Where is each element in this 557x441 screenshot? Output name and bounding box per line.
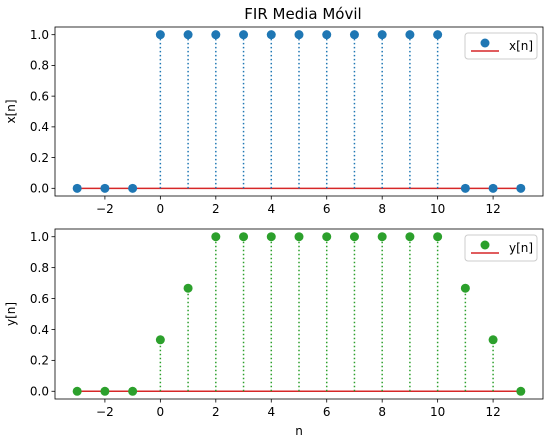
stem-marker	[377, 232, 387, 242]
y-tick-label: 0.6	[30, 292, 49, 306]
stem-marker	[516, 386, 526, 396]
axes-frame	[54, 228, 544, 400]
stem-marker	[239, 232, 249, 242]
stem-marker	[155, 335, 165, 345]
y-tick-label: 0.4	[30, 120, 49, 134]
stem-marker	[183, 283, 193, 293]
y-tick-label: 0.8	[30, 261, 49, 275]
x-tick-label: 10	[430, 405, 445, 419]
y-plot: 0.0 0.2 0.4 0.6 0.8 1.0 −2 0 2 4 6 8 10 12 y[n] n y[n]	[4, 228, 544, 438]
y-tick-label: 0.8	[30, 59, 49, 73]
stem-marker	[322, 30, 332, 40]
stem-marker	[183, 30, 193, 40]
stem-marker	[405, 232, 415, 242]
stem-marker	[72, 386, 82, 396]
x-tick-label: 4	[267, 405, 275, 419]
stem-marker	[433, 232, 443, 242]
stem-marker	[488, 183, 498, 193]
stem-marker	[128, 386, 138, 396]
legend: x[n]	[464, 32, 538, 60]
x-tick-label: −2	[96, 405, 114, 419]
stem-marker	[211, 30, 221, 40]
legend-marker-swatch	[480, 240, 490, 250]
stem-marker	[460, 183, 470, 193]
stem-marker	[100, 386, 110, 396]
x-tick-label: 6	[323, 202, 331, 216]
stem-marker	[405, 30, 415, 40]
x-tick-label: 4	[267, 202, 275, 216]
x-tick-label: 0	[157, 405, 165, 419]
stem-marker	[349, 232, 359, 242]
y-axis-label: x[n]	[4, 99, 18, 123]
stem-marker	[155, 30, 165, 40]
x-tick-label: 10	[430, 202, 445, 216]
stem-marker	[266, 232, 276, 242]
stem-marker	[377, 30, 387, 40]
y-tick-label: 1.0	[30, 230, 49, 244]
chart-title: FIR Media Móvil	[244, 5, 361, 23]
x-tick-label: −2	[96, 202, 114, 216]
x-tick-label: 2	[212, 202, 220, 216]
x-tick-label: 8	[378, 202, 386, 216]
y-axis-label: y[n]	[4, 302, 18, 326]
legend-label: y[n]	[509, 241, 533, 255]
x-tick-label: 6	[323, 405, 331, 419]
stem-marker	[433, 30, 443, 40]
x-tick-label: 2	[212, 405, 220, 419]
y-tick-label: 0.2	[30, 354, 49, 368]
stem-marker	[294, 232, 304, 242]
stem-marker	[294, 30, 304, 40]
stem-marker	[488, 335, 498, 345]
axes-frame	[54, 26, 544, 197]
legend-marker-swatch	[480, 38, 490, 48]
y-tick-label: 0.2	[30, 151, 49, 165]
y-tick-label: 0.0	[30, 182, 49, 196]
stem-marker	[322, 232, 332, 242]
x-tick-label: 8	[378, 405, 386, 419]
stem-marker	[211, 232, 221, 242]
legend: y[n]	[464, 234, 538, 262]
x-tick-label: 12	[485, 202, 500, 216]
legend-label: x[n]	[509, 39, 533, 53]
stem-marker	[460, 283, 470, 293]
stem-marker	[128, 183, 138, 193]
x-plot: 0.0 0.2 0.4 0.6 0.8 1.0 −2 0 2 4 6 8 10 12 x[n] x[n]	[4, 26, 544, 216]
y-tick-label: 0.6	[30, 89, 49, 103]
stem-marker	[72, 183, 82, 193]
stem-marker	[349, 30, 359, 40]
y-tick-label: 1.0	[30, 28, 49, 42]
x-tick-label: 0	[157, 202, 165, 216]
stem-marker	[266, 30, 276, 40]
y-tick-label: 0.0	[30, 385, 49, 399]
x-tick-label: 12	[485, 405, 500, 419]
x-axis-label: n	[295, 424, 303, 438]
stem-marker	[239, 30, 249, 40]
stem-marker	[100, 183, 110, 193]
stem-marker	[516, 183, 526, 193]
y-tick-label: 0.4	[30, 323, 49, 337]
